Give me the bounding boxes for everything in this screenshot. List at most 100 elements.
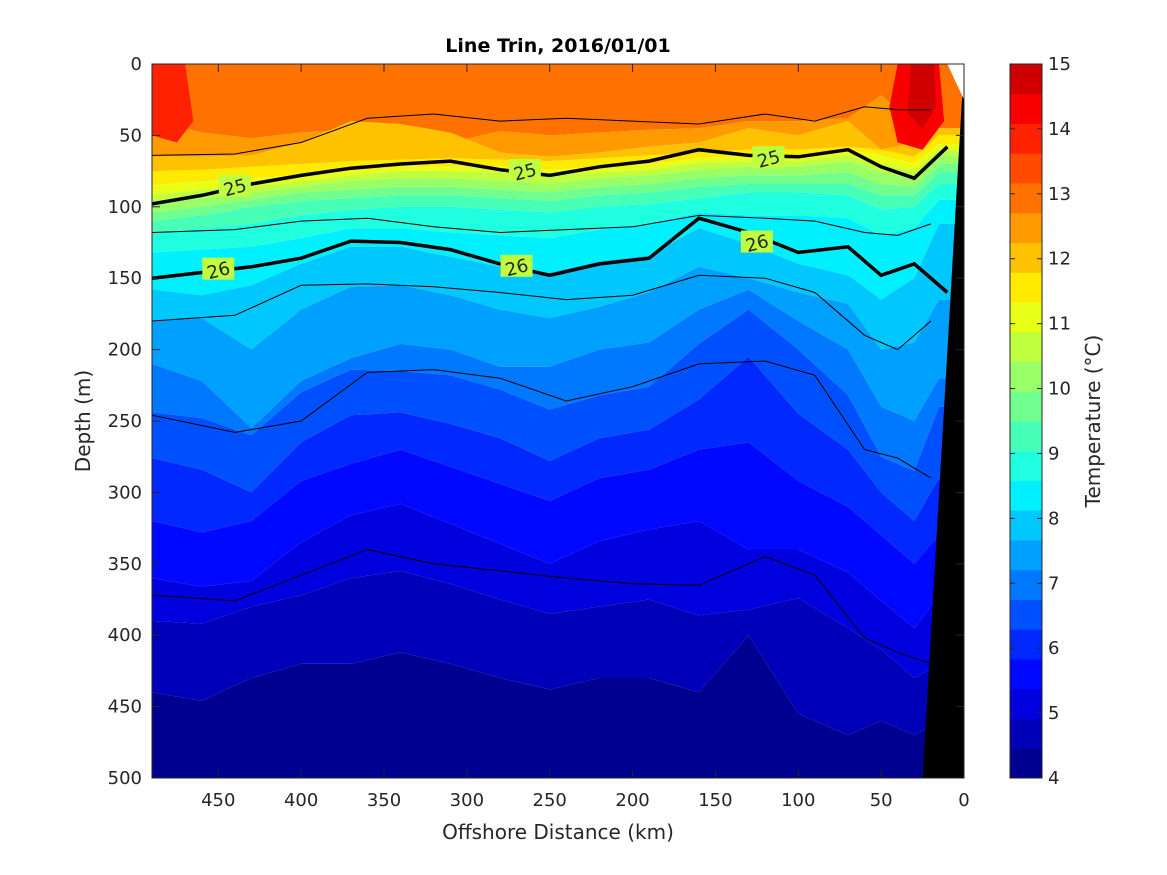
colorbar-segment (1010, 183, 1042, 214)
colorbar-segment (1010, 629, 1042, 660)
x-tick-label: 100 (781, 790, 815, 811)
colorbar-label: Temperature (°C) (1081, 335, 1105, 509)
temp-band (152, 172, 964, 233)
x-tick-label: 250 (533, 790, 567, 811)
colorbar-segment (1010, 331, 1042, 362)
x-tick-label: 0 (958, 790, 969, 811)
colorbar-segment (1010, 361, 1042, 392)
colorbar-segment (1010, 688, 1042, 719)
colorbar-segment (1010, 659, 1042, 690)
y-tick-label: 350 (108, 554, 142, 575)
colorbar-segment (1010, 391, 1042, 422)
colorbar-segment (1010, 540, 1042, 571)
temp-band (152, 164, 964, 222)
thin-contour-line (152, 106, 931, 156)
thin-contour-line (152, 214, 932, 236)
temp-band (152, 266, 964, 429)
colorbar-frame (1009, 63, 1043, 779)
colorbar-segment (1010, 123, 1042, 154)
y-tick-label: 250 (108, 411, 142, 432)
temp-band (152, 121, 964, 172)
colorbar-segment (1010, 450, 1042, 481)
seafloor-mask (922, 64, 964, 778)
thin-contour-line (152, 548, 932, 665)
x-tick-label: 450 (201, 790, 235, 811)
colorbar-tick-label: 11 (1048, 314, 1071, 335)
thin-contour-line (152, 274, 932, 351)
seafloor-mask (947, 64, 964, 100)
y-tick-label: 0 (131, 54, 142, 75)
temp-band (152, 503, 964, 678)
temp-band (152, 95, 964, 157)
colorbar-segment (1010, 480, 1042, 511)
colorbar-tick-label: 13 (1048, 184, 1071, 205)
x-tick-label: 350 (367, 790, 401, 811)
colorbar-tick-label: 8 (1048, 508, 1059, 529)
colorbar-segment (1010, 212, 1042, 243)
x-tick-label: 400 (284, 790, 318, 811)
density-contour-25 (152, 145, 949, 206)
colorbar-segment (1010, 302, 1042, 333)
contour-label-bg (218, 174, 251, 197)
colorbar-tick-label: 4 (1048, 768, 1059, 789)
temp-band (152, 64, 194, 143)
y-tick-label: 50 (119, 125, 142, 146)
x-axis-label: Offshore Distance (km) (442, 820, 674, 844)
temp-band (152, 570, 964, 736)
temp-band (152, 184, 964, 253)
chart-title: Line Trin, 2016/01/01 (445, 35, 670, 57)
y-tick-label: 150 (108, 268, 142, 289)
y-axis-label: Depth (m) (71, 370, 95, 472)
contour-label-bg (752, 146, 785, 169)
colorbar-segment (1010, 93, 1042, 124)
temp-band (152, 442, 964, 629)
contour-plot-area (152, 64, 964, 778)
colorbar: 4 5 6 7 8 9 10 11 12 13 14 15 (1009, 54, 1071, 789)
y-tick-label: 500 (108, 768, 142, 789)
y-tick-label: 300 (108, 482, 142, 503)
thin-contour-line (152, 360, 932, 479)
contour-label-bg (508, 159, 541, 182)
colorbar-segment (1010, 510, 1042, 541)
colorbar-segment (1010, 569, 1042, 600)
y-tick-label: 200 (108, 340, 142, 361)
temp-band (152, 309, 964, 521)
contour-label-bg (740, 230, 773, 253)
colorbar-segment (1010, 421, 1042, 452)
temp-band (152, 356, 964, 564)
colorbar-segment (1010, 272, 1042, 303)
x-tick-label: 300 (450, 790, 484, 811)
colorbar-tick-label: 7 (1048, 573, 1059, 594)
colorbar-tick-label: 10 (1048, 379, 1071, 400)
axes: 450 400 350 300 250 200 150 100 50 00501001502002… (108, 54, 970, 811)
x-tick-label: 150 (698, 790, 732, 811)
y-tick-label: 450 (108, 697, 142, 718)
x-tick-label: 200 (615, 790, 649, 811)
colorbar-tick-label: 5 (1048, 703, 1059, 724)
density-contour-26 (152, 216, 949, 294)
contour-label-bg (500, 254, 533, 277)
colorbar-segment (1010, 242, 1042, 273)
y-tick-label: 400 (108, 625, 142, 646)
colorbar-tick-label: 6 (1048, 638, 1059, 659)
temp-band (152, 289, 964, 471)
temp-band (907, 64, 936, 129)
colorbar-segment (1010, 64, 1042, 95)
colorbar-segment (1010, 748, 1042, 779)
colorbar-tick-label: 12 (1048, 249, 1071, 270)
x-tick-label: 50 (870, 790, 893, 811)
colorbar-segment (1010, 153, 1042, 184)
colorbar-tick-label: 15 (1048, 54, 1071, 75)
temp-band (152, 635, 964, 778)
temp-band (152, 223, 964, 350)
colorbar-tick-label: 14 (1048, 119, 1071, 140)
colorbar-segment (1010, 718, 1042, 749)
y-tick-label: 100 (108, 197, 142, 218)
temp-band (152, 199, 964, 300)
contour-label-bg (202, 257, 235, 280)
colorbar-segment (1010, 599, 1042, 630)
colorbar-tick-label: 9 (1048, 443, 1059, 464)
